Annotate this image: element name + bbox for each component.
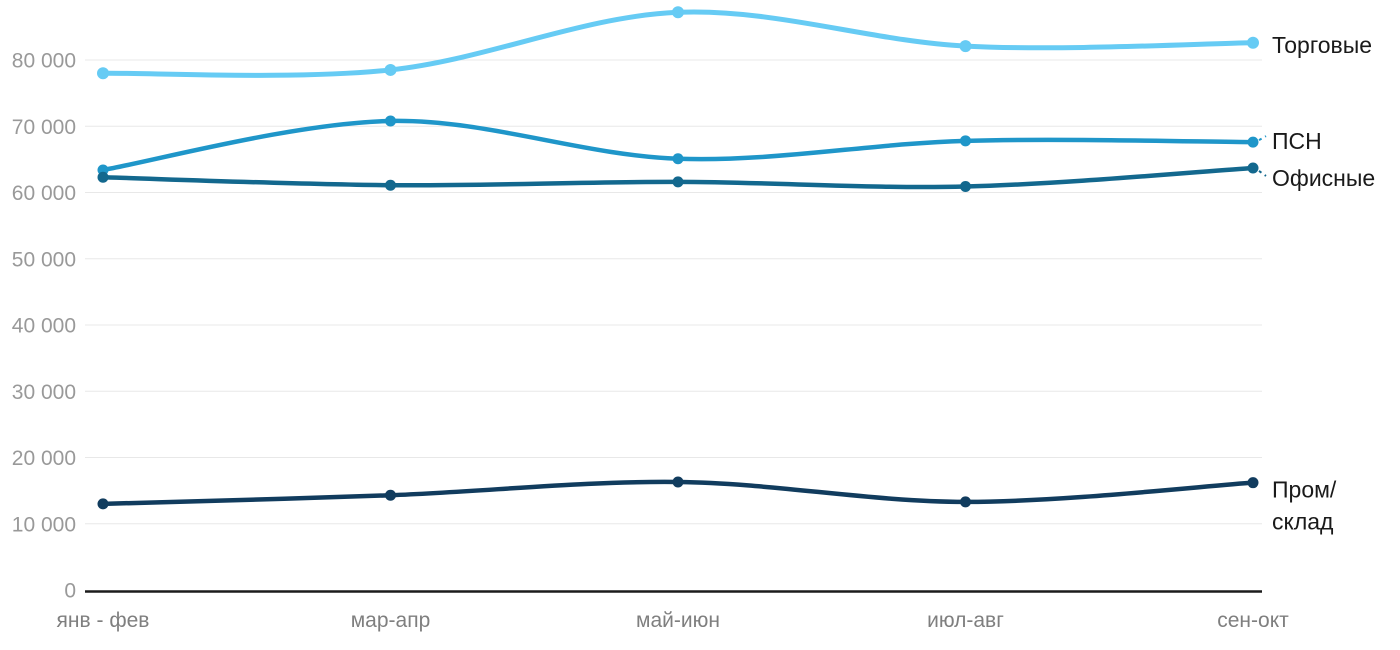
data-point[interactable]: [385, 489, 396, 501]
series-label-офисные: Офисные: [1272, 165, 1375, 191]
x-axis-tick-label: сен-окт: [1217, 609, 1289, 632]
data-point[interactable]: [97, 498, 109, 510]
x-axis-tick-label: май-июн: [636, 609, 720, 632]
series-line-торговые: [100, 9, 1256, 78]
data-point[interactable]: [672, 6, 684, 19]
data-point[interactable]: [385, 115, 396, 127]
y-axis-tick-label: 10 000: [12, 513, 76, 536]
data-point[interactable]: [672, 176, 684, 188]
data-point[interactable]: [672, 153, 684, 165]
y-axis-tick-labels: 0 10 000 20 000 30 000 40 000 50 000 60 000 70 …: [12, 50, 76, 603]
data-point[interactable]: [97, 171, 109, 183]
data-point[interactable]: [672, 476, 684, 488]
legend-leader-dash: [1258, 135, 1267, 142]
series-label-пром-склад: Пром/: [1272, 477, 1337, 503]
series-label-пром-склад: склад: [1272, 509, 1334, 535]
y-axis-tick-label: 50 000: [12, 248, 76, 271]
data-point[interactable]: [960, 181, 971, 193]
y-axis-tick-label: 20 000: [12, 447, 76, 470]
y-axis-tick-label: 60 000: [12, 182, 76, 205]
data-point[interactable]: [97, 67, 109, 80]
data-point[interactable]: [959, 40, 972, 53]
gridlines-group: [85, 59, 1262, 525]
series-пром-склад: Пром/склад: [97, 476, 1337, 535]
y-axis-tick-label: 80 000: [12, 50, 76, 73]
series-торговые: Торговые: [97, 6, 1372, 80]
data-point[interactable]: [960, 496, 971, 508]
data-point[interactable]: [385, 179, 396, 191]
data-point[interactable]: [960, 135, 971, 147]
x-axis-tick-label: янв - фев: [57, 609, 150, 632]
y-axis-tick-label: 70 000: [12, 116, 76, 139]
x-axis-tick-label: июл-авг: [927, 609, 1004, 632]
x-axis-tick-labels: янв - фев мар-апр май-июн июл-авг сен-окт: [57, 609, 1290, 632]
data-point[interactable]: [1247, 136, 1259, 148]
data-point[interactable]: [1247, 162, 1259, 174]
y-axis-tick-label: 0: [64, 580, 76, 603]
data-point[interactable]: [384, 63, 397, 76]
series-label-торговые: Торговые: [1272, 32, 1372, 58]
y-axis-tick-label: 40 000: [12, 315, 76, 338]
x-axis-tick-label: мар-апр: [351, 609, 431, 632]
series-офисные: Офисные: [97, 162, 1375, 193]
data-point[interactable]: [1247, 477, 1259, 489]
series-псн: ПСН: [97, 115, 1322, 176]
data-point[interactable]: [1247, 36, 1259, 49]
legend-leader-dash: [1258, 170, 1267, 177]
series-label-псн: ПСН: [1272, 128, 1322, 154]
y-axis-tick-label: 30 000: [12, 381, 76, 404]
